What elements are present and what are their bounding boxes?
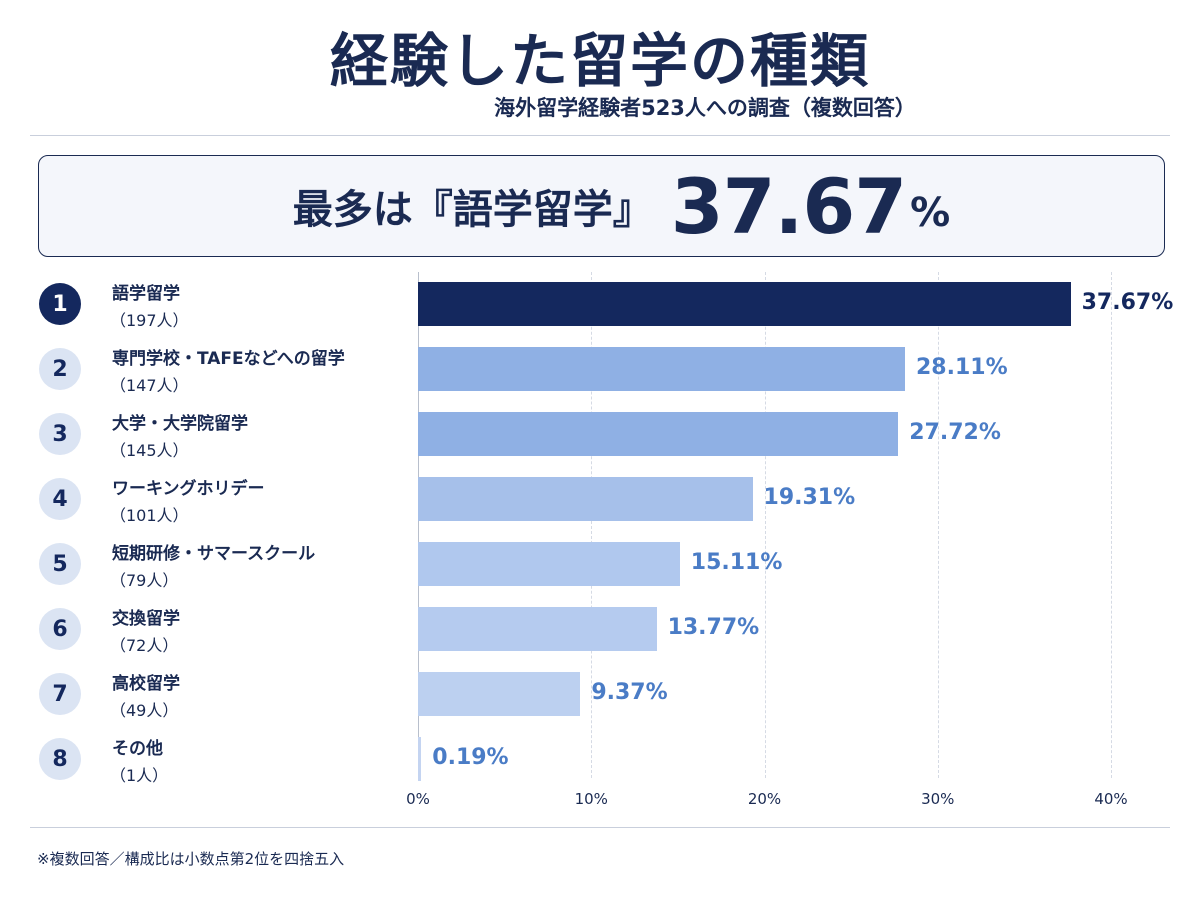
rank-badge: 5 bbox=[39, 543, 81, 585]
x-tick-label: 0% bbox=[406, 790, 430, 808]
bar bbox=[418, 282, 1071, 326]
rank-badge: 3 bbox=[39, 413, 81, 455]
bar-value-label: 37.67% bbox=[1081, 290, 1174, 315]
category-count: （49人） bbox=[110, 701, 179, 720]
highlight-box: 最多は『語学留学』 37.67 % bbox=[38, 155, 1165, 257]
category-label: ワーキングホリデー bbox=[112, 479, 265, 499]
x-tick-label: 40% bbox=[1094, 790, 1128, 808]
category-count: （147人） bbox=[110, 376, 189, 395]
rank-badge: 8 bbox=[39, 738, 81, 780]
x-tick-label: 20% bbox=[747, 790, 782, 808]
category-label: 専門学校・TAFEなどへの留学 bbox=[112, 349, 345, 369]
bar bbox=[418, 672, 581, 716]
grid-line bbox=[937, 272, 939, 778]
category-count: （79人） bbox=[110, 571, 179, 590]
bar bbox=[418, 347, 905, 391]
category-label: その他 bbox=[112, 739, 163, 759]
footnote: ※複数回答／構成比は小数点第2位を四捨五入 bbox=[37, 850, 345, 868]
bar-value-label: 19.31% bbox=[763, 485, 856, 510]
chart-subtitle: 海外留学経験者523人への調査（複数回答） bbox=[494, 96, 916, 120]
grid-line bbox=[1111, 272, 1112, 778]
bar bbox=[418, 607, 657, 651]
bar bbox=[418, 542, 680, 586]
bottom-divider bbox=[30, 827, 1170, 828]
bar-value-label: 15.11% bbox=[690, 550, 783, 575]
rank-badge: 4 bbox=[39, 478, 81, 520]
bar bbox=[418, 737, 422, 781]
category-count: （1人） bbox=[110, 766, 169, 785]
bar bbox=[418, 412, 899, 456]
bar-value-label: 27.72% bbox=[909, 420, 1001, 445]
chart-title: 経験した留学の種類 bbox=[329, 27, 870, 95]
x-tick-label: 10% bbox=[574, 790, 608, 808]
bar bbox=[418, 477, 753, 521]
top-divider bbox=[30, 135, 1170, 136]
category-count: （72人） bbox=[110, 636, 179, 655]
highlight-value: 37.67 bbox=[670, 161, 907, 251]
rank-badge: 6 bbox=[39, 608, 81, 650]
highlight-label: 最多は『語学留学』 bbox=[292, 187, 653, 233]
bar-value-label: 13.77% bbox=[667, 615, 760, 640]
category-label: 大学・大学院留学 bbox=[112, 414, 248, 434]
y-axis-line bbox=[418, 272, 419, 778]
bar-value-label: 9.37% bbox=[591, 680, 668, 705]
rank-badge: 2 bbox=[39, 348, 81, 390]
category-label: 交換留学 bbox=[112, 609, 180, 629]
rank-badge: 7 bbox=[39, 673, 81, 715]
category-label: 高校留学 bbox=[112, 674, 180, 694]
grid-line bbox=[764, 272, 766, 778]
category-count: （101人） bbox=[110, 506, 189, 525]
category-count: （197人） bbox=[110, 311, 189, 330]
category-count: （145人） bbox=[110, 441, 189, 460]
category-label: 語学留学 bbox=[112, 284, 180, 304]
bar-value-label: 28.11% bbox=[916, 355, 1008, 380]
rank-badge: 1 bbox=[39, 283, 81, 325]
grid-line bbox=[591, 272, 593, 778]
highlight-unit: % bbox=[910, 190, 951, 236]
x-tick-label: 30% bbox=[921, 790, 955, 808]
category-label: 短期研修・サマースクール bbox=[112, 544, 316, 564]
bar-value-label: 0.19% bbox=[432, 745, 509, 770]
